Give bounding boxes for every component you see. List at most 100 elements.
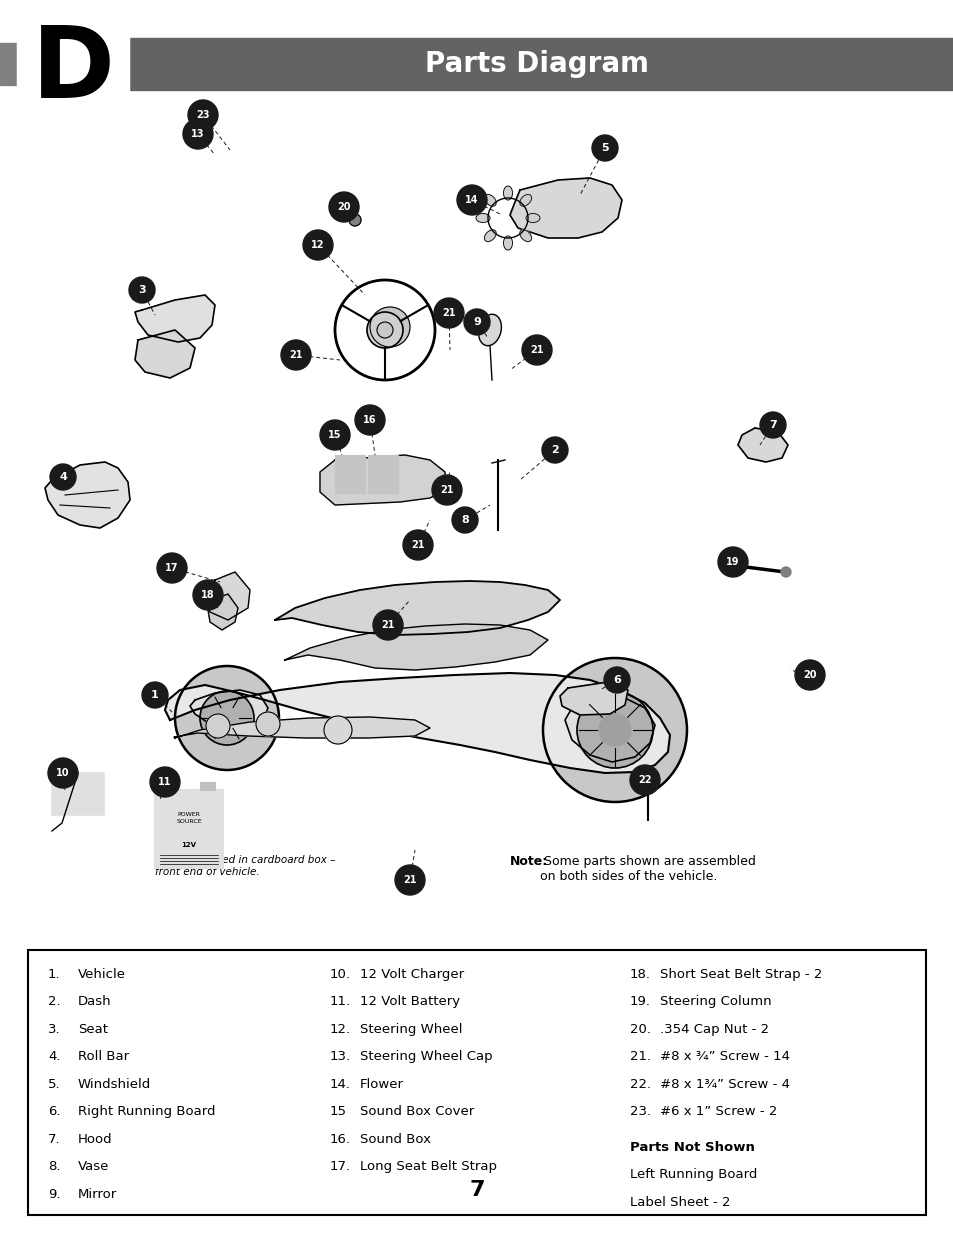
Bar [28, 950, 925, 1215]
Text: POWER
SOURCE: POWER SOURCE [176, 813, 202, 824]
Circle shape [200, 692, 253, 745]
Polygon shape [135, 295, 214, 342]
Text: 20: 20 [802, 671, 816, 680]
Text: 23.: 23. [629, 1105, 651, 1119]
Text: 9.: 9. [48, 1188, 60, 1200]
Ellipse shape [478, 314, 501, 346]
Circle shape [370, 308, 410, 347]
Polygon shape [510, 178, 621, 238]
Text: 21: 21 [411, 540, 424, 550]
Text: #8 x 1¾” Screw - 4: #8 x 1¾” Screw - 4 [659, 1078, 789, 1091]
Text: 21: 21 [442, 308, 456, 317]
Text: 21: 21 [381, 620, 395, 630]
Text: Long Seat Belt Strap: Long Seat Belt Strap [359, 1161, 497, 1173]
Text: 12V: 12V [181, 842, 196, 848]
Text: 7: 7 [768, 420, 776, 430]
Polygon shape [738, 429, 787, 462]
Text: Some parts shown are assembled
on both sides of the vehicle.: Some parts shown are assembled on both s… [539, 855, 755, 883]
Text: 10.: 10. [330, 968, 351, 981]
Text: Seat: Seat [78, 1023, 108, 1036]
Ellipse shape [525, 214, 539, 222]
Text: Flower: Flower [359, 1078, 403, 1091]
Text: 18: 18 [201, 590, 214, 600]
Bar [368, 454, 397, 493]
Text: #8 x ¾” Screw - 14: #8 x ¾” Screw - 14 [659, 1051, 789, 1063]
Text: 5.: 5. [48, 1078, 61, 1091]
Polygon shape [165, 673, 669, 773]
Text: .354 Cap Nut - 2: .354 Cap Nut - 2 [659, 1023, 768, 1036]
Text: 14: 14 [465, 195, 478, 205]
Text: #6 x 1” Screw - 2: #6 x 1” Screw - 2 [659, 1105, 777, 1119]
Text: 21: 21 [403, 876, 416, 885]
Text: 21: 21 [530, 345, 543, 354]
Polygon shape [285, 624, 547, 671]
Circle shape [142, 682, 168, 708]
Text: 21: 21 [439, 485, 454, 495]
Circle shape [329, 191, 358, 222]
Circle shape [781, 567, 790, 577]
Text: 8.: 8. [48, 1161, 60, 1173]
Text: 11.: 11. [330, 995, 351, 1009]
Ellipse shape [484, 230, 496, 242]
Text: Windshield: Windshield [78, 1078, 152, 1091]
Polygon shape [208, 594, 237, 630]
Text: 3: 3 [138, 285, 146, 295]
Text: Short Seat Belt Strap - 2: Short Seat Belt Strap - 2 [659, 968, 821, 981]
Text: 12.: 12. [330, 1023, 351, 1036]
Circle shape [174, 666, 278, 769]
Circle shape [188, 100, 218, 130]
Text: 13.: 13. [330, 1051, 351, 1063]
Text: Steering Wheel: Steering Wheel [359, 1023, 462, 1036]
Circle shape [48, 758, 78, 788]
Text: 21.: 21. [629, 1051, 651, 1063]
Text: 6: 6 [613, 676, 620, 685]
Bar [154, 790, 223, 868]
Text: 19: 19 [725, 557, 739, 567]
Text: front end of vehicle.: front end of vehicle. [154, 867, 259, 877]
Text: 20.: 20. [629, 1023, 650, 1036]
Circle shape [718, 547, 747, 577]
Text: Note:: Note: [510, 855, 548, 868]
Ellipse shape [503, 186, 512, 200]
Text: 17: 17 [165, 563, 178, 573]
Text: 22: 22 [638, 776, 651, 785]
Text: Sound Box Cover: Sound Box Cover [359, 1105, 474, 1119]
Circle shape [303, 230, 333, 261]
Circle shape [521, 335, 552, 366]
Polygon shape [173, 718, 430, 739]
Bar [200, 782, 214, 790]
Circle shape [760, 412, 785, 438]
Text: Steering Column: Steering Column [659, 995, 771, 1009]
Circle shape [319, 420, 350, 450]
Circle shape [432, 475, 461, 505]
Bar [52, 773, 104, 815]
Circle shape [794, 659, 824, 690]
Circle shape [206, 714, 230, 739]
Text: 12: 12 [311, 240, 324, 249]
Circle shape [805, 672, 817, 684]
Text: 15: 15 [330, 1105, 347, 1119]
Text: 4: 4 [59, 472, 67, 482]
Text: Parts Diagram: Parts Diagram [424, 49, 648, 78]
Circle shape [629, 764, 659, 795]
Bar [335, 454, 365, 493]
Polygon shape [319, 454, 444, 505]
Circle shape [324, 716, 352, 743]
Text: 23: 23 [196, 110, 210, 120]
Text: 8: 8 [460, 515, 468, 525]
Bar [163, 782, 178, 790]
Text: 3.: 3. [48, 1023, 61, 1036]
Text: 4.: 4. [48, 1051, 60, 1063]
Bar [130, 38, 953, 90]
Text: 7: 7 [469, 1179, 484, 1200]
Circle shape [376, 322, 393, 338]
Text: Right Running Board: Right Running Board [78, 1105, 215, 1119]
Text: Dash: Dash [78, 995, 112, 1009]
Text: 10: 10 [56, 768, 70, 778]
Text: 12 Volt Charger: 12 Volt Charger [359, 968, 464, 981]
Polygon shape [559, 682, 627, 715]
Text: 9: 9 [473, 317, 480, 327]
Ellipse shape [476, 214, 490, 222]
Circle shape [255, 713, 280, 736]
Text: 2.: 2. [48, 995, 61, 1009]
